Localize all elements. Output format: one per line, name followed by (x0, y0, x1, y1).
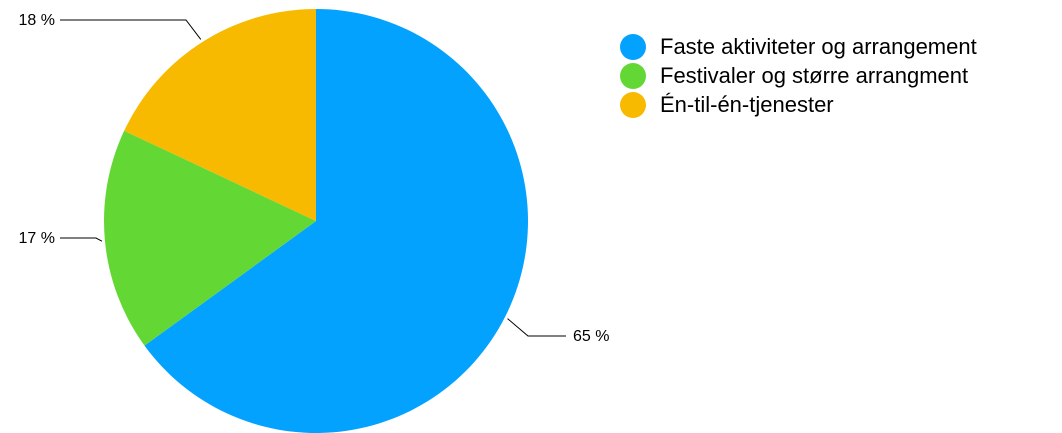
legend-item: Én-til-én-tjenester (620, 90, 977, 119)
legend-item: Faste aktiviteter og arrangement (620, 32, 977, 61)
leader-lines (60, 19, 566, 337)
percent-label: 18 % (19, 12, 55, 29)
pie-slice (124, 9, 316, 221)
pie-slices (104, 9, 528, 433)
legend-swatch-faste (620, 33, 646, 60)
pie-slice (104, 130, 316, 346)
legend-swatch-festivaler (620, 62, 646, 89)
leader-line (60, 19, 202, 40)
percent-label: 65 % (573, 328, 609, 345)
legend: Faste aktiviteter og arrangement Festiva… (620, 32, 977, 119)
legend-label: Én-til-én-tjenester (660, 91, 834, 117)
legend-item: Festivaler og større arrangment (620, 61, 977, 90)
pie-slice (144, 9, 528, 433)
percent-labels: 65 % 17 % 18 % (19, 12, 610, 345)
leader-line (507, 318, 566, 337)
legend-label: Faste aktiviteter og arrangement (660, 33, 977, 59)
legend-label: Festivaler og større arrangment (660, 62, 969, 88)
percent-label: 17 % (19, 230, 55, 247)
legend-swatch-en-til-en (620, 91, 646, 118)
leader-line (60, 237, 103, 242)
